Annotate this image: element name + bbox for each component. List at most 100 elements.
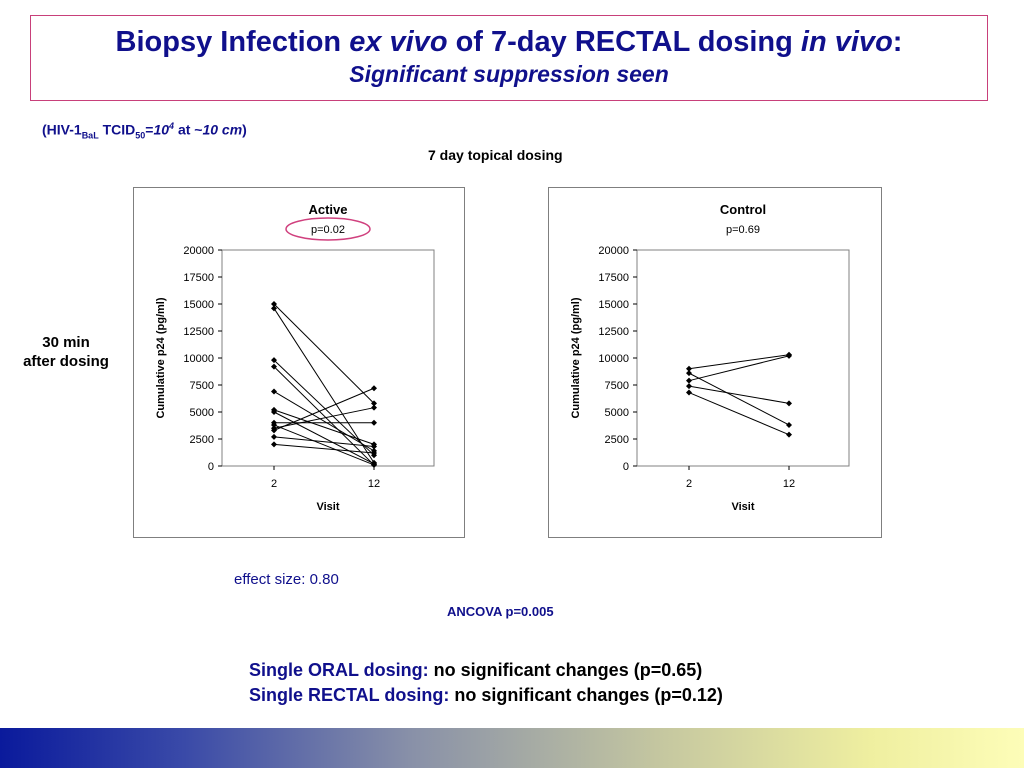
plot-frame [636, 249, 850, 467]
x-tick-label: 2 [271, 478, 277, 490]
side-label-line2: after dosing [23, 353, 109, 370]
series-path [273, 424, 375, 466]
slide-subtitle: Significant suppression seen [349, 61, 669, 87]
data-point [271, 441, 277, 448]
ancova-result: ANCOVA p=0.005 [447, 604, 554, 619]
series-line [271, 421, 377, 468]
y-tick-label: 15000 [598, 299, 629, 311]
title-box: Biopsy Infection ex vivo of 7-day RECTAL… [30, 15, 988, 101]
data-point [786, 352, 792, 359]
side-label-line1: 30 min [42, 334, 90, 351]
y-axis-label: Cumulative p24 (pg/ml) [155, 297, 167, 418]
data-point [271, 357, 277, 364]
title-text-2: of 7-day RECTAL dosing [447, 26, 801, 58]
title-italic-2: in vivo [800, 26, 893, 58]
series-path [688, 372, 790, 426]
series-path [273, 411, 375, 465]
finding-oral-text: no significant changes (p=0.65) [428, 660, 703, 680]
data-point [686, 365, 692, 372]
data-point [371, 443, 377, 450]
series-path [688, 354, 790, 370]
series-path [273, 387, 375, 431]
data-point [686, 383, 692, 390]
p-value-highlight [285, 217, 371, 241]
chart-p-value: p=0.69 [726, 224, 760, 236]
data-point [686, 370, 692, 377]
data-point [271, 427, 277, 434]
x-tick-label: 2 [686, 478, 692, 490]
chart-title: Control [720, 202, 766, 217]
y-tick-label: 10000 [183, 353, 214, 365]
data-point [786, 400, 792, 407]
finding-rectal: Single RECTAL dosing: no significant cha… [249, 683, 723, 708]
series-line [271, 433, 377, 450]
data-point [271, 421, 277, 428]
y-tick-label: 2500 [190, 434, 214, 446]
data-point [686, 389, 692, 396]
chart-active: Active p=0.02 0 2500 5000 7500 10000 12500 15000… [155, 202, 435, 513]
slide-footer-bar [0, 728, 1024, 768]
y-tick-label: 17500 [183, 272, 214, 284]
data-point [786, 421, 792, 428]
series-line [686, 352, 792, 384]
finding-rectal-text: no significant changes (p=0.12) [449, 685, 723, 705]
chart-title: Active [308, 202, 347, 217]
x-tick-label: 12 [783, 478, 795, 490]
chart-panel-active: Active p=0.02 0 2500 5000 7500 10000 12500 15000… [133, 187, 465, 538]
data-point [371, 385, 377, 392]
y-tick-label: 20000 [598, 245, 629, 257]
data-point [271, 409, 277, 415]
x-axis-label: Visit [316, 501, 339, 513]
data-point [271, 363, 277, 370]
finding-oral-label: Single ORAL dosing: [249, 660, 429, 680]
chart-panel-control: Control p=0.69 0 2500 5000 7500 10000 12500 1500… [548, 187, 882, 538]
data-point [686, 377, 692, 384]
chart-control: Control p=0.69 0 2500 5000 7500 10000 12500 1500… [570, 202, 850, 513]
note-base: 10 [153, 121, 170, 138]
title-text-1: Biopsy Infection [115, 26, 350, 58]
series-path [273, 409, 375, 445]
data-point [271, 301, 277, 307]
data-point [371, 400, 377, 407]
data-point [271, 433, 277, 440]
slide-title: Biopsy Infection ex vivo of 7-day RECTAL… [31, 24, 987, 60]
series-path [273, 391, 375, 452]
y-axis-label: Cumulative p24 (pg/ml) [570, 297, 582, 418]
y-tick-label: 12500 [183, 326, 214, 338]
y-tick-label: 7500 [190, 380, 214, 392]
finding-rectal-label: Single RECTAL dosing: [249, 685, 450, 705]
figure-title-text: 7 day topical dosing [428, 147, 563, 163]
y-tick-label: 15000 [183, 299, 214, 311]
series-line [686, 370, 792, 428]
note-open: (HIV-1 [42, 121, 82, 138]
y-tick-label: 0 [623, 461, 629, 473]
y-tick-label: 17500 [598, 272, 629, 284]
series-path [688, 385, 790, 404]
data-point [371, 404, 377, 411]
y-tick-label: 10000 [598, 353, 629, 365]
data-point [371, 419, 377, 426]
note-at: at ~ [174, 121, 203, 138]
series-path [273, 308, 375, 464]
series-line [686, 383, 792, 407]
series-path [273, 303, 375, 404]
note-close: ) [242, 121, 247, 138]
y-tick-label: 20000 [183, 245, 214, 257]
series-path [688, 355, 790, 382]
series-line [271, 385, 377, 434]
note-sub-bal: BaL [81, 130, 99, 141]
findings: Single ORAL dosing: no significant chang… [249, 658, 723, 708]
data-point [371, 461, 377, 468]
finding-oral: Single ORAL dosing: no significant chang… [249, 658, 723, 683]
series-path [273, 436, 375, 448]
y-tick-label: 12500 [598, 326, 629, 338]
series-path [273, 359, 375, 456]
x-axis-label: Visit [731, 501, 754, 513]
series-line [271, 301, 377, 407]
note-sub-50: 50 [135, 130, 146, 141]
y-tick-label: 0 [208, 461, 214, 473]
series-path [688, 392, 790, 436]
series-line [686, 389, 792, 438]
virus-note: (HIV-1BaL TCID50=104 at ~10 cm) [42, 121, 247, 140]
title-text-3: : [892, 26, 903, 58]
